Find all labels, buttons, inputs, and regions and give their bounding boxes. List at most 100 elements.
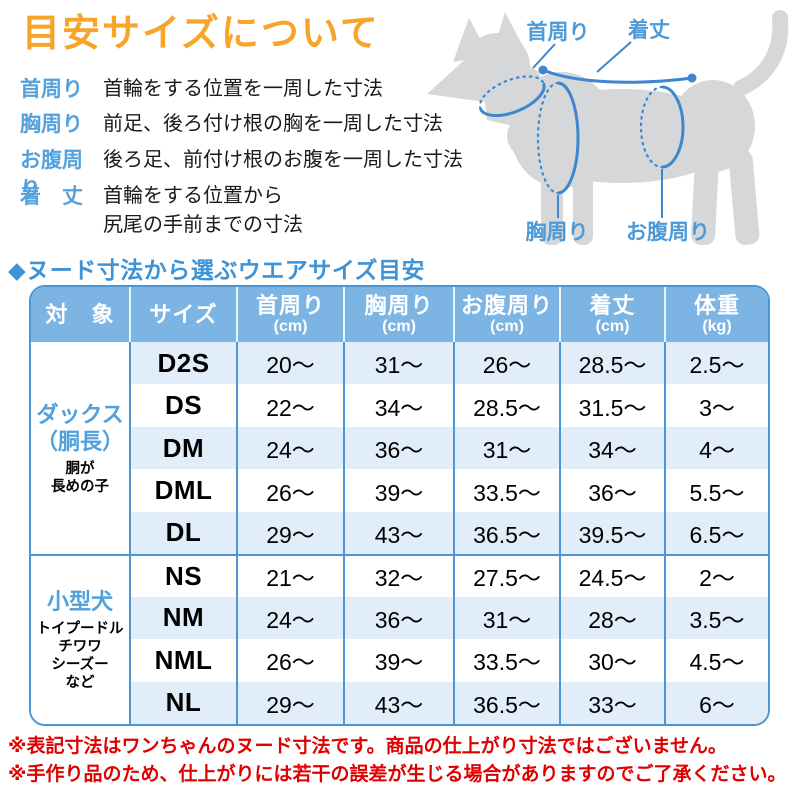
- cell-weight: 4.5～: [664, 639, 768, 682]
- cell-belly: 28.5～: [453, 384, 559, 427]
- cell-size: NM: [129, 596, 236, 640]
- definition-row-neck: 首周り 首輪をする位置を一周した寸法: [20, 75, 383, 104]
- group-name-line2: （胴長）: [35, 428, 124, 454]
- cell-weight: 2～: [664, 554, 768, 597]
- section-title: ◆ヌード寸法から選ぶウエアサイズ目安: [8, 257, 425, 283]
- column-header-unit: (cm): [595, 317, 630, 335]
- column-header-size: サイズ: [129, 287, 236, 342]
- footnote-1: ※表記寸法はワンちゃんのヌード寸法です。商品の仕上がり寸法ではございません。: [8, 736, 728, 757]
- cell-belly: 31～: [453, 426, 559, 470]
- back-length-curve: [542, 68, 693, 84]
- group-subtext: 長めの子: [51, 478, 109, 495]
- dog-rump: [671, 80, 755, 172]
- definition-desc: 前足、後ろ付け根の胸を一周した寸法: [103, 113, 443, 135]
- cell-weight: 3～: [664, 384, 768, 427]
- belly-girth-ellipse: [639, 85, 685, 169]
- definition-row-chest: 胸周り 前足、後ろ付け根の胸を一周した寸法: [20, 110, 443, 139]
- neck-girth-ellipse: [478, 75, 546, 118]
- definition-term: 胸周り: [20, 113, 83, 136]
- diagram-label-belly: お腹周り: [626, 220, 710, 244]
- cell-neck: 24～: [236, 426, 343, 470]
- cell-belly: 36.5～: [453, 511, 559, 555]
- cell-neck: 29～: [236, 511, 343, 555]
- column-header-unit: (cm): [382, 317, 416, 335]
- cell-belly: 26～: [453, 342, 559, 385]
- chest-girth-ellipse: [536, 81, 580, 195]
- group-name: 小型犬: [46, 589, 113, 615]
- cell-size: D2S: [129, 342, 236, 385]
- neck-label-connector: [532, 43, 556, 69]
- cell-chest: 36～: [343, 426, 453, 470]
- cell-length: 34～: [559, 426, 664, 470]
- measurement-lines: [478, 41, 693, 218]
- cell-weight: 3.5～: [664, 596, 768, 640]
- dog-tail: [733, 10, 789, 96]
- cell-length: 24.5～: [559, 554, 664, 597]
- cell-chest: 36～: [343, 596, 453, 640]
- dog-measurement-diagram: 首周り 着丈 胸周り お腹周り: [427, 10, 789, 246]
- cell-neck: 24～: [236, 596, 343, 640]
- cell-weight: 4～: [664, 426, 768, 470]
- cell-chest: 39～: [343, 469, 453, 512]
- definition-row-belly: お腹周り 後ろ足、前付け根のお腹を一周した寸法: [20, 146, 463, 204]
- dog-silhouette: [427, 10, 789, 246]
- cell-chest: 43～: [343, 681, 453, 724]
- cell-chest: 31～: [343, 342, 453, 385]
- length-label-connector: [596, 41, 632, 73]
- cell-size: DML: [129, 469, 236, 512]
- footnote-2: ※手作り品のため、仕上がりには若干の誤差が生じる場合がありますのでご了承ください…: [8, 764, 787, 785]
- cell-length: 28～: [559, 596, 664, 640]
- dog-hind-leg: [691, 153, 719, 246]
- cell-size: NL: [129, 681, 236, 724]
- column-header-unit: (kg): [702, 317, 732, 335]
- column-header-label: お腹周り: [460, 292, 553, 318]
- cell-belly: 27.5～: [453, 554, 559, 597]
- cell-size: NS: [129, 554, 236, 597]
- cell-size: DM: [129, 426, 236, 470]
- cell-belly: 36.5～: [453, 681, 559, 724]
- definition-desc: 首輪をする位置を一周した寸法: [103, 78, 383, 100]
- column-header-weight: 体重 (kg): [664, 287, 768, 342]
- definition-term: 着 丈: [20, 185, 83, 208]
- cell-belly: 31～: [453, 596, 559, 640]
- diagram-labels: 首周り 着丈 胸周り お腹周り: [526, 18, 711, 244]
- column-header-unit: (cm): [490, 317, 524, 335]
- cell-chest: 39～: [343, 639, 453, 682]
- cell-length: 33～: [559, 681, 664, 724]
- group-label-dachshund: ダックス （胴長） 胴が 長めの子: [31, 342, 129, 555]
- diagram-label-chest: 胸周り: [526, 220, 589, 244]
- diagram-label-neck: 首周り: [527, 20, 590, 44]
- cell-neck: 21～: [236, 554, 343, 597]
- cell-size: DL: [129, 511, 236, 555]
- cell-neck: 20～: [236, 342, 343, 385]
- cell-weight: 5.5～: [664, 469, 768, 512]
- column-header-label: 体重: [693, 292, 740, 318]
- definition-desc-line1: 首輪をする位置から: [103, 185, 283, 207]
- cell-chest: 34～: [343, 384, 453, 427]
- page-title: 目安サイズについて: [22, 13, 380, 55]
- column-header-label: 首周り: [255, 292, 325, 318]
- curve-endpoint-dots: [538, 65, 697, 83]
- cell-weight: 6.5～: [664, 511, 768, 555]
- cell-length: 39.5～: [559, 511, 664, 555]
- diagram-label-length: 着丈: [627, 18, 670, 42]
- size-table: 対 象 サイズ 首周り (cm) 胸周り (cm) お腹周り (cm) 着丈 (cm) …: [29, 285, 770, 726]
- cell-length: 30～: [559, 639, 664, 682]
- definition-row-length: 着 丈 首輪をする位置から 尻尾の手前までの寸法: [20, 182, 303, 240]
- group-subtext: シーズー: [51, 657, 109, 674]
- definition-desc: 首輪をする位置から 尻尾の手前までの寸法: [103, 182, 303, 240]
- cell-chest: 43～: [343, 511, 453, 555]
- group-label-small-dog: 小型犬 トイプードル チワワ シーズー など: [31, 554, 129, 724]
- column-header-length: 着丈 (cm): [559, 287, 664, 342]
- cell-chest: 32～: [343, 554, 453, 597]
- cell-neck: 26～: [236, 639, 343, 682]
- dog-hind-leg: [728, 149, 760, 246]
- group-subtext: 胴が: [65, 460, 95, 477]
- cell-size: NML: [129, 639, 236, 682]
- cell-neck: 29～: [236, 681, 343, 724]
- group-subtext: など: [65, 675, 95, 692]
- group-subtext: トイプードル: [36, 621, 124, 638]
- definition-term: お腹周り: [20, 149, 83, 201]
- cell-neck: 22～: [236, 384, 343, 427]
